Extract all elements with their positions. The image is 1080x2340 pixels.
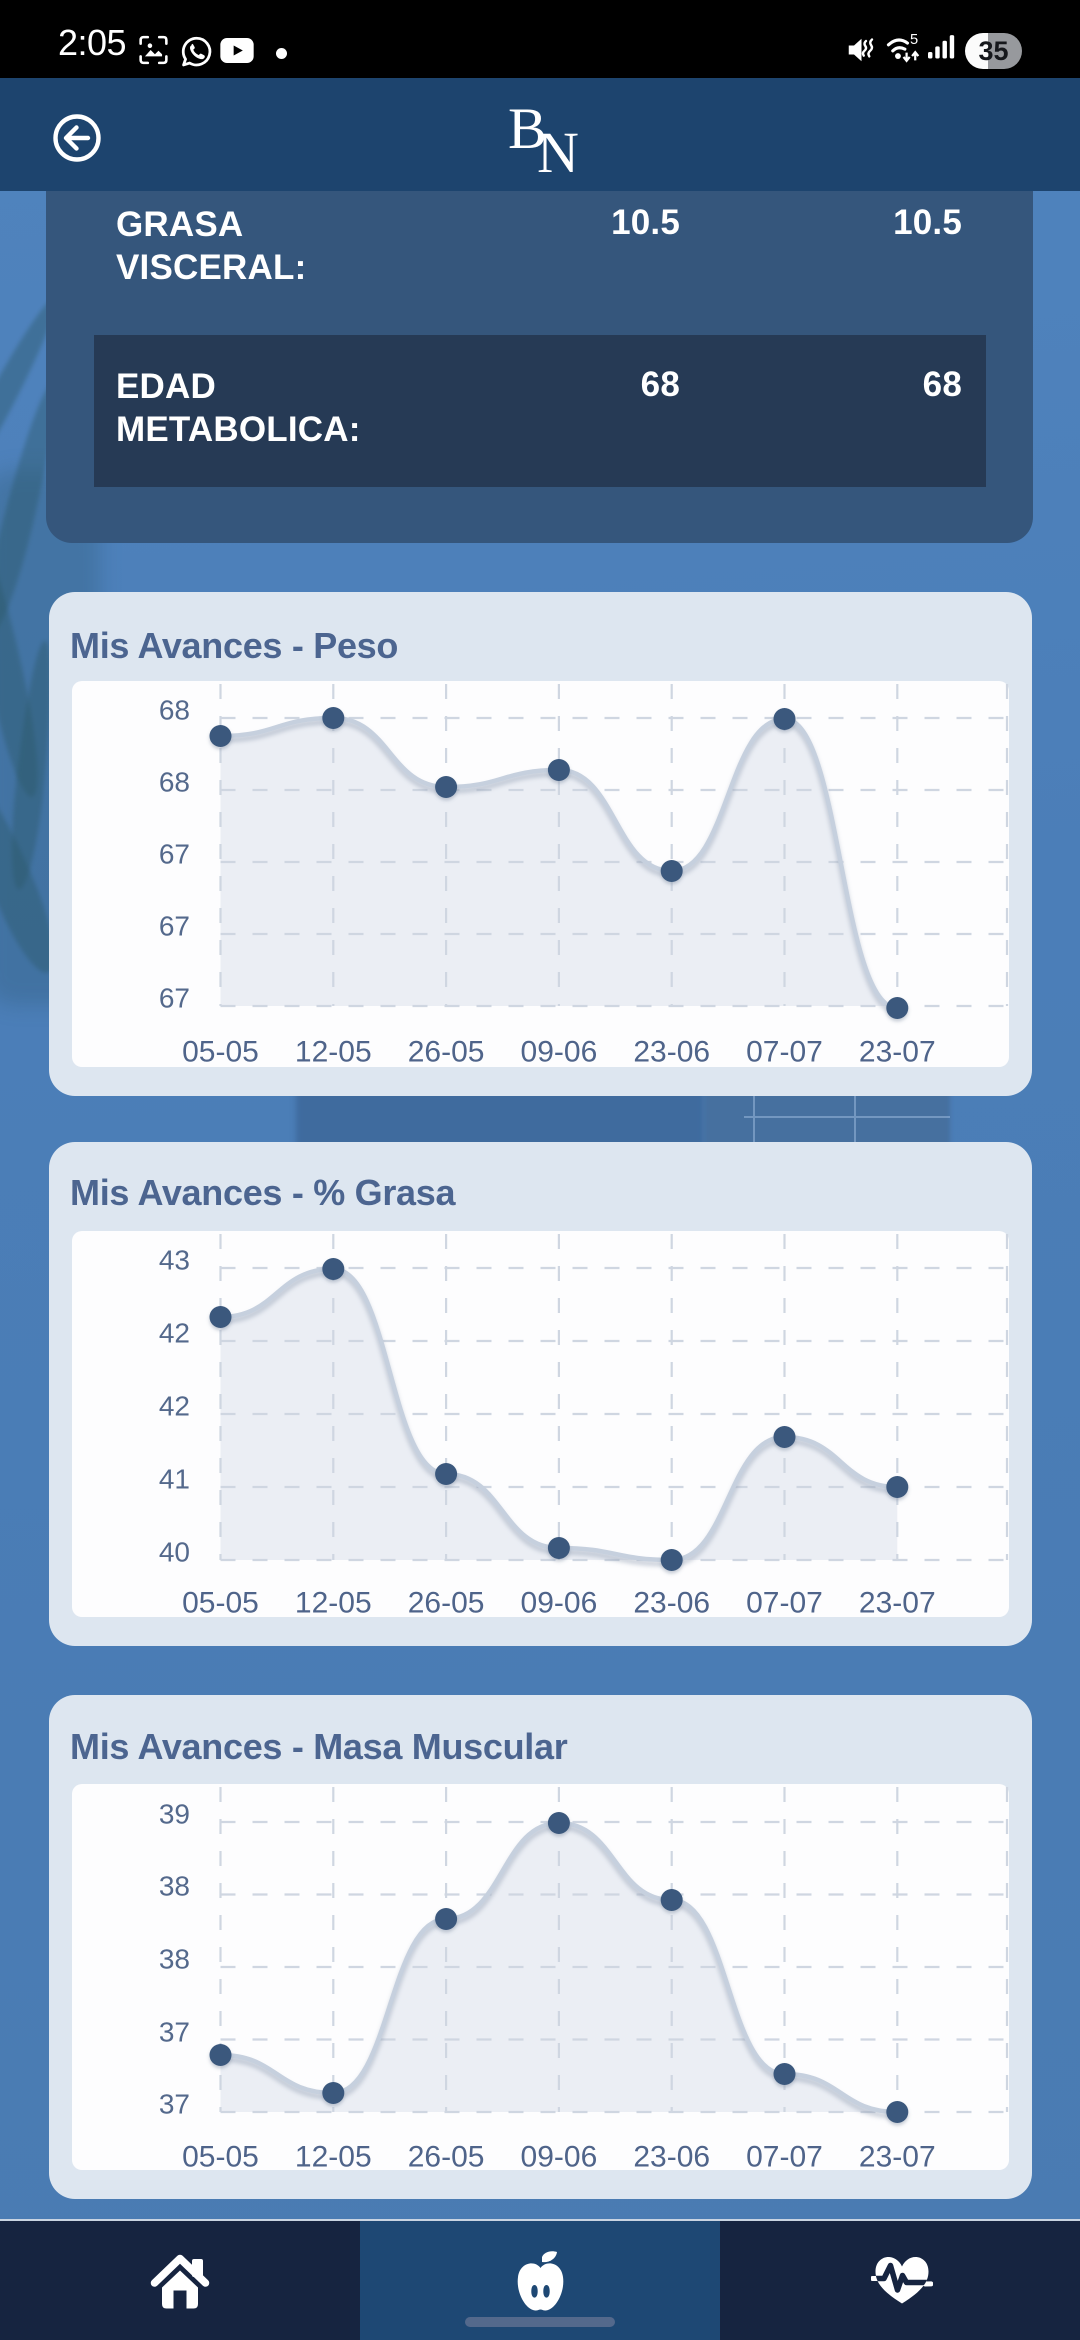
svg-text:07-07: 07-07 <box>746 2141 823 2171</box>
svg-text:38: 38 <box>159 1944 190 1975</box>
svg-text:07-07: 07-07 <box>746 1036 823 1068</box>
svg-text:12-05: 12-05 <box>295 2141 372 2171</box>
svg-text:67: 67 <box>159 983 190 1014</box>
svg-text:23-06: 23-06 <box>633 2141 710 2171</box>
svg-text:68: 68 <box>159 695 190 726</box>
svg-text:23-07: 23-07 <box>859 2141 936 2171</box>
svg-text:37: 37 <box>159 2089 190 2120</box>
svg-text:07-07: 07-07 <box>746 1587 823 1618</box>
svg-text:67: 67 <box>159 911 190 942</box>
svg-text:12-05: 12-05 <box>295 1587 372 1618</box>
svg-text:26-05: 26-05 <box>408 2141 485 2171</box>
svg-text:23-07: 23-07 <box>859 1036 936 1068</box>
svg-text:23-06: 23-06 <box>633 1587 710 1618</box>
svg-text:26-05: 26-05 <box>408 1036 485 1068</box>
svg-text:26-05: 26-05 <box>408 1587 485 1618</box>
svg-text:41: 41 <box>159 1464 190 1495</box>
svg-text:09-06: 09-06 <box>521 1587 598 1618</box>
svg-text:5: 5 <box>910 32 918 48</box>
svg-text:05-05: 05-05 <box>182 2141 259 2171</box>
svg-text:43: 43 <box>159 1245 190 1276</box>
svg-text:09-06: 09-06 <box>521 2141 598 2171</box>
svg-text:09-06: 09-06 <box>521 1036 598 1068</box>
svg-text:05-05: 05-05 <box>182 1036 259 1068</box>
svg-text:05-05: 05-05 <box>182 1587 259 1618</box>
svg-text:42: 42 <box>159 1391 190 1422</box>
svg-text:42: 42 <box>159 1318 190 1349</box>
svg-text:67: 67 <box>159 839 190 870</box>
svg-text:37: 37 <box>159 2017 190 2048</box>
svg-text:40: 40 <box>159 1537 190 1568</box>
svg-text:39: 39 <box>159 1799 190 1830</box>
svg-text:68: 68 <box>159 767 190 798</box>
svg-text:23-06: 23-06 <box>633 1036 710 1068</box>
svg-text:12-05: 12-05 <box>295 1036 372 1068</box>
svg-text:23-07: 23-07 <box>859 1587 936 1618</box>
svg-text:38: 38 <box>159 1871 190 1902</box>
